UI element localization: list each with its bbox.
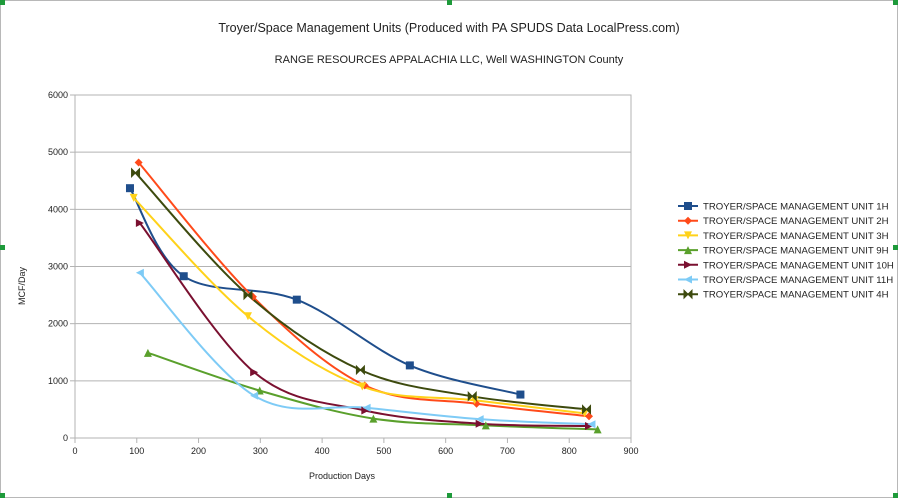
data-point — [292, 295, 301, 304]
selection-handle[interactable] — [893, 0, 898, 5]
selection-handle[interactable] — [0, 0, 5, 5]
series-line — [139, 272, 592, 426]
data-point — [584, 421, 593, 430]
x-tick-label: 400 — [315, 446, 330, 456]
legend-swatch-marker — [684, 216, 692, 225]
selection-handle[interactable] — [447, 0, 452, 5]
x-tick-label: 200 — [191, 446, 206, 456]
data-point — [125, 184, 134, 193]
x-tick-label: 800 — [562, 446, 577, 456]
selection-handle[interactable] — [0, 245, 5, 250]
data-point — [179, 272, 188, 281]
data-point — [362, 403, 371, 412]
series-line — [139, 222, 590, 427]
y-tick-label: 4000 — [48, 204, 68, 214]
data-point — [475, 415, 484, 424]
legend: TROYER/SPACE MANAGEMENT UNIT 1H TROYER/SP… — [678, 202, 894, 301]
data-point — [405, 361, 414, 370]
y-tick-label: 6000 — [48, 90, 68, 100]
series-line — [132, 197, 585, 415]
legend-swatch-marker — [684, 246, 692, 255]
selection-handle[interactable] — [0, 493, 5, 498]
legend-swatch-marker — [683, 288, 693, 300]
data-point — [355, 364, 365, 376]
gridlines — [75, 94, 631, 382]
data-point — [481, 421, 490, 430]
y-tick-label: 1000 — [48, 376, 68, 386]
selection-handle[interactable] — [447, 493, 452, 498]
legend-entry: TROYER/SPACE MANAGEMENT UNIT 4H — [703, 290, 889, 301]
data-point — [143, 348, 152, 357]
data-point — [475, 419, 484, 428]
data-point — [131, 167, 141, 178]
data-point — [129, 193, 138, 202]
legend-entry: TROYER/SPACE MANAGEMENT UNIT 2H — [703, 216, 889, 227]
legend-swatch-marker — [684, 202, 692, 210]
data-point — [243, 312, 252, 321]
y-tick-label: 3000 — [48, 262, 68, 272]
series-markers — [125, 158, 602, 434]
data-point — [516, 390, 525, 399]
x-tick-label: 500 — [376, 446, 391, 456]
data-point — [587, 420, 596, 429]
legend-entry: TROYER/SPACE MANAGEMENT UNIT 10H — [703, 260, 894, 271]
y-axis-label: MCF/Day — [17, 267, 27, 305]
selection-handle[interactable] — [893, 493, 898, 498]
legend-entry: TROYER/SPACE MANAGEMENT UNIT 1H — [703, 202, 889, 213]
data-point — [250, 368, 259, 377]
legend-swatch-marker — [684, 231, 692, 240]
series-line — [134, 172, 587, 411]
series-lines — [129, 161, 598, 431]
data-point — [361, 406, 370, 415]
legend-entry: TROYER/SPACE MANAGEMENT UNIT 9H — [703, 246, 889, 257]
x-tick-label: 900 — [623, 446, 638, 456]
y-tick-label: 2000 — [48, 319, 68, 329]
legend-entry: TROYER/SPACE MANAGEMENT UNIT 11H — [703, 275, 893, 286]
chart-subtitle: RANGE RESOURCES APPALACHIA LLC, Well WAS… — [275, 54, 624, 66]
legend-swatch-marker — [684, 260, 692, 269]
x-tick-label: 600 — [438, 446, 453, 456]
x-tick-label: 300 — [253, 446, 268, 456]
x-tick-label: 0 — [72, 446, 77, 456]
data-point — [593, 425, 602, 434]
data-point — [582, 404, 592, 415]
y-axis-ticks: 0 1000 2000 3000 4000 5000 6000 — [48, 90, 75, 443]
x-axis-ticks: 0 100 200 300 400 500 600 700 800 900 — [72, 438, 639, 456]
data-point — [243, 289, 253, 301]
y-tick-label: 0 — [63, 433, 68, 443]
data-point — [135, 268, 144, 277]
legend-swatch-marker — [684, 275, 692, 284]
x-tick-label: 100 — [129, 446, 144, 456]
x-tick-label: 700 — [500, 446, 515, 456]
data-point — [467, 391, 477, 402]
y-tick-label: 5000 — [48, 147, 68, 157]
data-point — [358, 382, 367, 391]
x-axis-label: Production Days — [309, 471, 376, 481]
data-point — [134, 158, 143, 167]
data-point — [135, 219, 144, 228]
series-line — [137, 161, 590, 418]
legend-entry: TROYER/SPACE MANAGEMENT UNIT 3H — [703, 231, 889, 242]
chart-title: Troyer/Space Management Units (Produced … — [218, 21, 679, 35]
data-point — [369, 414, 378, 423]
data-point — [250, 391, 259, 400]
selection-handle[interactable] — [893, 245, 898, 250]
